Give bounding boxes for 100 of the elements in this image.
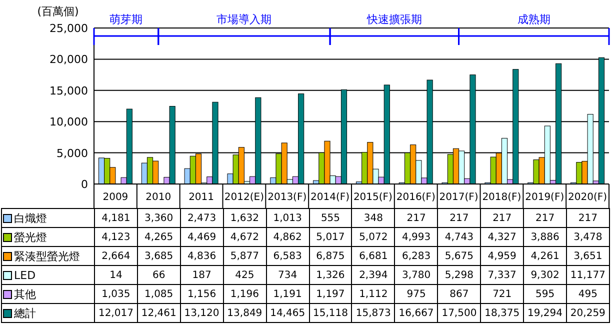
y-tick-label: 15,000 xyxy=(50,84,88,98)
data-label: 1,035 xyxy=(94,284,138,304)
data-label: 217 xyxy=(566,208,610,228)
x-tick-label: 2015(F) xyxy=(353,192,393,203)
data-label: 15,873 xyxy=(352,304,395,322)
data-label: 1,326 xyxy=(309,266,352,284)
legend-label: 緊湊型螢光燈 xyxy=(2,246,94,266)
data-label: 18,375 xyxy=(480,304,524,322)
data-label: 217 xyxy=(480,208,524,228)
y-tick-label: 10,000 xyxy=(50,116,88,129)
legend-label: LED xyxy=(2,266,94,284)
data-label: 1,156 xyxy=(180,284,224,304)
x-tick-label: 2020(F) xyxy=(568,192,608,203)
text: 市場導入期 xyxy=(216,13,272,26)
legend-label: 總計 xyxy=(2,304,94,322)
y-tick-label: 5,000 xyxy=(56,146,88,160)
data-label: 867 xyxy=(438,284,481,304)
legend-label: 其他 xyxy=(2,284,94,304)
data-label: 348 xyxy=(352,208,395,228)
data-label: 721 xyxy=(480,284,524,304)
data-label: 3,685 xyxy=(137,246,180,266)
data-label: 66 xyxy=(137,266,180,284)
text: 快速擴張期 xyxy=(366,13,422,26)
legend-label: 白熾燈 xyxy=(2,208,94,228)
legend-label: 螢光燈 xyxy=(2,228,94,246)
data-label: 1,112 xyxy=(352,284,395,304)
data-label: 3,478 xyxy=(566,228,610,246)
data-label: 16,667 xyxy=(394,304,438,322)
x-tick-label: 2014(F) xyxy=(310,192,350,203)
data-label: 4,265 xyxy=(137,228,180,246)
data-label: 17,500 xyxy=(438,304,481,322)
data-label: 495 xyxy=(566,284,610,304)
data-label: 2,473 xyxy=(180,208,224,228)
data-label: 2,664 xyxy=(94,246,138,266)
data-label: 4,469 xyxy=(180,228,224,246)
data-label: 1,191 xyxy=(266,284,310,304)
x-tick-label: 2013(F) xyxy=(268,192,307,203)
data-label: 5,017 xyxy=(309,228,352,246)
data-label: 1,013 xyxy=(266,208,310,228)
y-tick-label: 0 xyxy=(81,178,88,191)
data-label: 1,085 xyxy=(137,284,180,304)
data-label: 217 xyxy=(524,208,566,228)
data-label: 19,294 xyxy=(524,304,566,322)
data-label: 6,583 xyxy=(266,246,310,266)
text: 成熟期 xyxy=(517,13,550,26)
x-tick-label: 2010 xyxy=(146,192,172,203)
data-label: 13,849 xyxy=(223,304,266,322)
data-label: 2,394 xyxy=(352,266,395,284)
data-label: 5,675 xyxy=(438,246,481,266)
data-label: 12,461 xyxy=(137,304,180,322)
data-label: 734 xyxy=(266,266,310,284)
data-label: 4,327 xyxy=(480,228,524,246)
data-label: 4,836 xyxy=(180,246,224,266)
data-label: 3,651 xyxy=(566,246,610,266)
data-label: 217 xyxy=(394,208,438,228)
data-label: 13,120 xyxy=(180,304,224,322)
data-label: 975 xyxy=(394,284,438,304)
data-label: 4,743 xyxy=(438,228,481,246)
data-label: 7,337 xyxy=(480,266,524,284)
x-tick-label: 2011 xyxy=(188,192,214,203)
data-label: 595 xyxy=(524,284,566,304)
data-label: 14 xyxy=(94,266,138,284)
data-label: 4,181 xyxy=(94,208,138,228)
data-label: 6,681 xyxy=(352,246,395,266)
text: 萌芽期 xyxy=(110,13,143,26)
data-label: 4,672 xyxy=(223,228,266,246)
data-label: 12,017 xyxy=(94,304,138,322)
data-label: 1,196 xyxy=(223,284,266,304)
y-tick-label: 25,000 xyxy=(50,22,88,35)
data-label: 3,780 xyxy=(394,266,438,284)
x-tick-label: 2009 xyxy=(102,192,128,203)
data-label: 14,465 xyxy=(266,304,310,322)
data-label: 3,886 xyxy=(524,228,566,246)
data-label: 1,632 xyxy=(223,208,266,228)
data-label: 555 xyxy=(309,208,352,228)
data-label: 4,862 xyxy=(266,228,310,246)
data-label: 1,197 xyxy=(309,284,352,304)
data-label: 425 xyxy=(223,266,266,284)
data-label: 4,261 xyxy=(524,246,566,266)
data-label: 217 xyxy=(438,208,481,228)
data-label: 11,177 xyxy=(566,266,610,284)
data-label: 9,302 xyxy=(524,266,566,284)
data-label: 4,959 xyxy=(480,246,524,266)
data-label: 4,123 xyxy=(94,228,138,246)
x-tick-label: 2019(F) xyxy=(525,192,564,203)
x-tick-label: 2016(F) xyxy=(396,192,436,203)
data-label: 20,259 xyxy=(566,304,610,322)
x-tick-label: 2017(F) xyxy=(439,192,478,203)
data-label: 15,118 xyxy=(309,304,352,322)
data-label: 5,877 xyxy=(223,246,266,266)
data-label: 5,298 xyxy=(438,266,481,284)
y-axis-title: (百萬個) xyxy=(37,5,79,18)
data-label: 3,360 xyxy=(137,208,180,228)
data-label: 187 xyxy=(180,266,224,284)
y-tick-label: 20,000 xyxy=(50,53,88,66)
data-label: 5,072 xyxy=(352,228,395,246)
x-tick-label: 2012(E) xyxy=(224,192,264,203)
x-tick-label: 2018(F) xyxy=(482,192,522,203)
data-label: 6,875 xyxy=(309,246,352,266)
data-label: 6,283 xyxy=(394,246,438,266)
